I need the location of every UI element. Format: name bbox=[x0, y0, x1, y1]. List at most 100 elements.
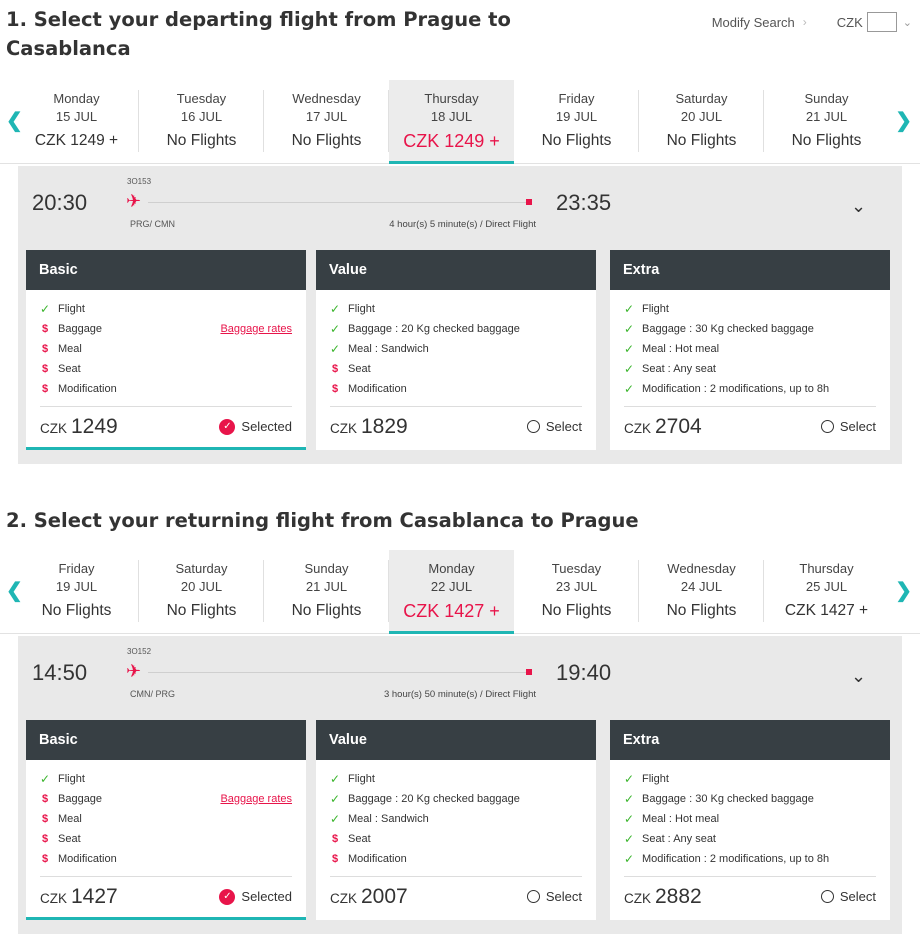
check-icon: ✓ bbox=[624, 382, 635, 396]
date-tab[interactable]: Sunday 21 JUL No Flights bbox=[264, 550, 389, 634]
select-label: Select bbox=[545, 889, 582, 904]
select-label: Select bbox=[839, 419, 876, 434]
date-tab[interactable]: Wednesday 24 JUL No Flights bbox=[639, 550, 764, 634]
feature-text: Baggage : 30 Kg checked baggage bbox=[642, 793, 814, 805]
feature-item: $ Seat bbox=[40, 829, 292, 849]
day-date: 20 JUL bbox=[180, 579, 223, 594]
radio-icon bbox=[526, 890, 540, 903]
date-tab[interactable]: Monday 15 JUL CZK 1249 + bbox=[14, 80, 139, 164]
expand-chevron-icon[interactable]: ⌄ bbox=[851, 666, 867, 686]
flight-route[interactable]: 20:30 3O153 ✈ PRG/ CMN 4 hour(s) 5 minut… bbox=[18, 166, 902, 236]
feature-text: Baggage bbox=[58, 323, 103, 335]
fare-select-radio[interactable]: Select bbox=[526, 419, 582, 434]
fare-select-radio[interactable]: Select bbox=[820, 889, 876, 904]
prev-dates-icon[interactable]: ❮ bbox=[6, 580, 23, 602]
date-tab[interactable]: Sunday 21 JUL No Flights bbox=[764, 80, 889, 164]
feature-item: $ Modification bbox=[330, 379, 582, 399]
check-icon: ✓ bbox=[624, 322, 635, 336]
fare-name: Value bbox=[316, 720, 596, 760]
fare-select-radio[interactable]: Select bbox=[526, 889, 582, 904]
fare-name: Extra bbox=[610, 720, 890, 760]
fare-select-radio[interactable]: Select bbox=[820, 419, 876, 434]
check-icon: ✓ bbox=[330, 342, 341, 356]
route-airports: PRG/ CMN bbox=[130, 219, 175, 229]
feature-item: ✓ Flight bbox=[624, 299, 876, 319]
check-icon: ✓ bbox=[40, 302, 51, 316]
departure-time: 20:30 bbox=[32, 190, 88, 215]
returning-section-title: 2. Select your returning flight from Cas… bbox=[6, 509, 639, 532]
selected-label: Selected bbox=[241, 419, 292, 434]
day-name: Friday bbox=[558, 91, 595, 106]
date-tab[interactable]: Saturday 20 JUL No Flights bbox=[139, 550, 264, 634]
currency-code: CZK bbox=[40, 420, 67, 436]
expand-chevron-icon[interactable]: ⌄ bbox=[851, 196, 867, 216]
feature-item: $ Meal bbox=[40, 809, 292, 829]
day-price: No Flights bbox=[666, 132, 737, 149]
date-tab[interactable]: Friday 19 JUL No Flights bbox=[14, 550, 139, 634]
dollar-icon: $ bbox=[42, 853, 49, 865]
day-date: 19 JUL bbox=[555, 109, 598, 124]
date-tab[interactable]: Saturday 20 JUL No Flights bbox=[639, 80, 764, 164]
next-dates-icon[interactable]: ❯ bbox=[895, 580, 912, 602]
fare-footer: CZK 2704 Select bbox=[624, 406, 876, 438]
day-date: 15 JUL bbox=[55, 109, 98, 124]
route-airports: CMN/ PRG bbox=[130, 689, 175, 699]
fare-card-extra[interactable]: Extra ✓ Flight ✓ Baggage : 30 Kg checked b… bbox=[610, 250, 890, 450]
feature-item: ✓ Meal : Hot meal bbox=[624, 339, 876, 359]
fare-selected-indicator[interactable]: ✓ Selected bbox=[219, 888, 292, 905]
fare-name: Value bbox=[316, 250, 596, 290]
baggage-rates-link[interactable]: Baggage rates bbox=[220, 323, 292, 335]
fare-features: ✓ Flight ✓ Baggage : 30 Kg checked baggage… bbox=[610, 290, 890, 400]
date-tab[interactable]: Friday 19 JUL No Flights bbox=[514, 80, 639, 164]
currency-code: CZK bbox=[624, 420, 651, 436]
date-tab-active[interactable]: Thursday 18 JUL CZK 1249 + bbox=[389, 80, 514, 164]
next-dates-icon[interactable]: ❯ bbox=[895, 110, 912, 132]
flight-route[interactable]: 14:50 3O152 ✈ CMN/ PRG 3 hour(s) 50 minu… bbox=[18, 636, 902, 706]
destination-dot-icon bbox=[526, 669, 532, 675]
baggage-rates-link[interactable]: Baggage rates bbox=[220, 793, 292, 805]
feature-text: Flight bbox=[642, 773, 669, 785]
fare-footer: CZK 2007 Select bbox=[330, 876, 582, 908]
departing-section-title: 1. Select your departing flight from Pra… bbox=[6, 8, 511, 60]
feature-text: Seat bbox=[58, 363, 81, 375]
price-value: 1427 bbox=[71, 884, 118, 908]
fare-card-value[interactable]: Value ✓ Flight ✓ Baggage : 20 Kg checked b… bbox=[316, 250, 596, 450]
fare-card-extra[interactable]: Extra ✓ Flight ✓ Baggage : 30 Kg checked b… bbox=[610, 720, 890, 920]
modify-search-label: Modify Search bbox=[711, 14, 795, 30]
feature-item: ✓ Flight bbox=[40, 299, 292, 319]
fare-price: CZK 1829 bbox=[330, 415, 408, 439]
fare-card-basic[interactable]: Basic ✓ Flight $ Baggage Baggage rates $ Mea… bbox=[26, 250, 306, 450]
currency-selector[interactable]: CZK ⌄ bbox=[837, 12, 912, 32]
fare-card-value[interactable]: Value ✓ Flight ✓ Baggage : 20 Kg checked b… bbox=[316, 720, 596, 920]
flight-number: 3O152 bbox=[127, 647, 152, 656]
fare-card-basic[interactable]: Basic ✓ Flight $ Baggage Baggage rates $ Mea… bbox=[26, 720, 306, 920]
feature-item: $ Modification bbox=[330, 849, 582, 869]
date-tab[interactable]: Thursday 25 JUL CZK 1427 + bbox=[764, 550, 889, 634]
plane-icon: ✈ bbox=[126, 661, 142, 681]
date-tab[interactable]: Wednesday 17 JUL No Flights bbox=[264, 80, 389, 164]
feature-item: ✓ Flight bbox=[330, 299, 582, 319]
date-tab[interactable]: Tuesday 23 JUL No Flights bbox=[514, 550, 639, 634]
radio-icon bbox=[820, 420, 834, 433]
check-icon: ✓ bbox=[624, 832, 635, 846]
fare-features: ✓ Flight ✓ Baggage : 20 Kg checked baggage… bbox=[316, 760, 596, 870]
day-price: No Flights bbox=[166, 132, 237, 149]
date-tab[interactable]: Tuesday 16 JUL No Flights bbox=[139, 80, 264, 164]
day-price: No Flights bbox=[291, 132, 362, 149]
selected-check-icon: ✓ bbox=[219, 888, 236, 905]
day-price: CZK 1249 + bbox=[34, 132, 119, 149]
day-name: Wednesday bbox=[667, 561, 736, 576]
feature-text: Modification bbox=[348, 853, 407, 865]
prev-dates-icon[interactable]: ❮ bbox=[6, 110, 23, 132]
date-tab-active[interactable]: Monday 22 JUL CZK 1427 + bbox=[389, 550, 514, 634]
feature-text: Modification bbox=[348, 383, 407, 395]
feature-text: Flight bbox=[58, 773, 85, 785]
day-name: Tuesday bbox=[551, 561, 602, 576]
fare-selected-indicator[interactable]: ✓ Selected bbox=[219, 418, 292, 435]
day-price: No Flights bbox=[291, 602, 362, 619]
modify-search-link[interactable]: Modify Search › bbox=[712, 15, 807, 30]
chevron-right-icon: › bbox=[802, 15, 807, 29]
day-date: 19 JUL bbox=[55, 579, 98, 594]
currency-dropdown-box[interactable] bbox=[866, 12, 897, 32]
fare-features: ✓ Flight $ Baggage Baggage rates $ Meal $ Sea… bbox=[26, 760, 306, 870]
